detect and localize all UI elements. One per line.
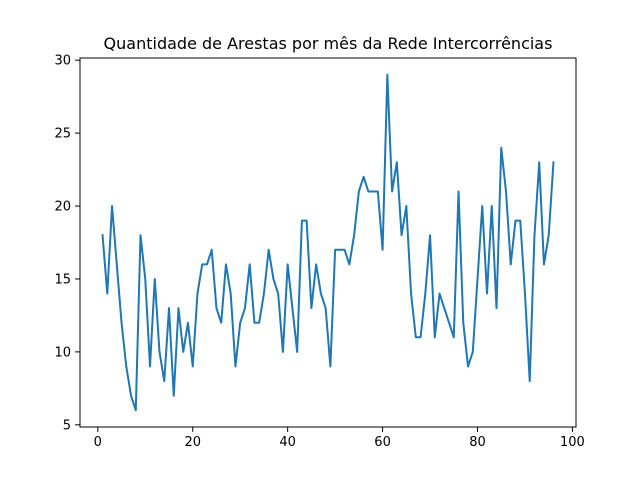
y-tick-label: 15 (54, 272, 71, 287)
y-tick-label: 5 (63, 418, 71, 433)
series-line-0 (101, 73, 555, 412)
y-tick-label: 10 (54, 345, 71, 360)
plot-frame (79, 57, 577, 428)
x-tick-label: 20 (184, 435, 201, 450)
x-tick-label: 80 (469, 435, 486, 450)
x-tick-label: 60 (374, 435, 391, 450)
x-tick-label: 0 (94, 435, 102, 450)
y-tick-label: 30 (54, 54, 71, 69)
chart-title: Quantidade de Arestas por mês da Rede In… (104, 34, 553, 53)
series-layer (101, 73, 555, 412)
x-tick-label: 40 (279, 435, 296, 450)
axes-layer: 0 20 40 60 80 100 5 10 15 20 25 30 (54, 54, 584, 450)
y-tick-label: 25 (54, 127, 71, 142)
x-tick-label: 100 (560, 435, 585, 450)
y-tick-label: 20 (54, 200, 71, 215)
